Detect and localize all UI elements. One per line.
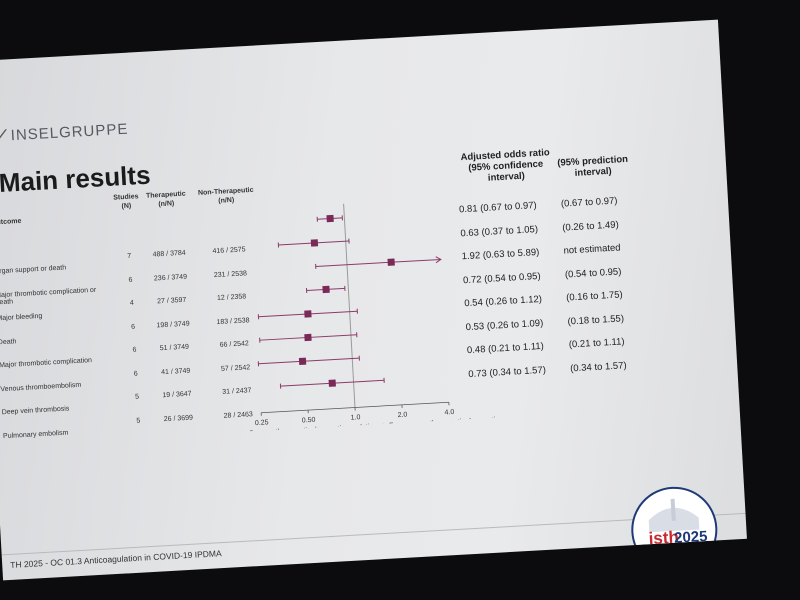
pi-value: (0.18 to 1.55) (567, 312, 625, 327)
pi-value: (0.16 to 1.75) (565, 289, 623, 304)
presentation-slide: ⟋ INSELGRUPPE Main results Outcome Studie… (0, 19, 747, 581)
therapeutic-count: 26 / 3699 (163, 414, 194, 423)
header-therapeutic: Therapeutic (n/N) (140, 189, 193, 210)
x-tick-label: 0.50 (302, 417, 316, 425)
pi-value: (0.26 to 1.49) (561, 218, 620, 234)
or-point-marker (304, 333, 312, 342)
studies-count: 6 (130, 323, 136, 331)
pi-value: (0.21 to 1.11) (568, 336, 625, 351)
badge-event: CONGRESS (661, 545, 691, 553)
or-point-marker (298, 357, 307, 366)
or-point-marker (310, 239, 319, 247)
pi-value: (0.67 to 0.97) (560, 195, 618, 210)
pi-value: (0.54 to 0.95) (564, 265, 622, 281)
badge-year: 2025 (674, 528, 708, 547)
isth-2025-badge: isth 2025 CONGRESS JUNE 21-25 ★ WASHINGT… (631, 486, 718, 573)
x-axis-label: Favours therapeutic-dose anticoagulation… (249, 415, 505, 432)
badge-dates-city: JUNE 21-25 ★ WASHINGTON, D.C. (636, 547, 717, 569)
or-point-marker (322, 285, 330, 294)
therapeutic-count: 27 / 3597 (156, 296, 187, 306)
therapeutic-count: 488 / 3784 (152, 249, 186, 259)
or-point-marker (326, 214, 334, 223)
x-tick-label: 4.0 (444, 409, 454, 417)
studies-count: 5 (136, 416, 141, 425)
outcome-label: Venous thromboembolism (0, 381, 82, 393)
outcome-label: Major bleeding (0, 312, 43, 323)
studies-count: 4 (129, 299, 134, 307)
studies-count: 6 (133, 370, 138, 378)
header-outcome: Outcome (0, 217, 22, 227)
therapeutic-count: 41 / 3749 (160, 367, 191, 376)
pi-value: not estimated (563, 242, 621, 257)
studies-count: 6 (128, 276, 133, 284)
outcome-label: Major thrombotic complication (0, 357, 93, 370)
therapeutic-count: 19 / 3647 (162, 390, 192, 400)
badge-city: WASHINGTON, D.C. (669, 547, 716, 562)
studies-count: 7 (127, 252, 132, 260)
ci-line (315, 258, 441, 267)
ci-arrow-icon (435, 256, 442, 264)
reference-line (343, 203, 356, 408)
therapeutic-count: 51 / 3749 (159, 343, 190, 353)
outcome-label: Organ support or death (0, 264, 67, 276)
logo-text: INSELGRUPPE (10, 120, 129, 145)
badge-ribbon (640, 545, 712, 568)
outcome-label: Major thrombotic complication or death (0, 286, 97, 306)
logo-mark-icon: ⟋ (0, 127, 9, 146)
outcome-label: Death (0, 337, 17, 346)
therapeutic-count: 198 / 3749 (156, 320, 190, 329)
inselgruppe-logo: ⟋ INSELGRUPPE (0, 121, 129, 145)
monument-icon (670, 498, 676, 521)
or-point-marker (387, 258, 395, 266)
results-column: 0.81 (0.67 to 0.97) (0.67 to 0.97) 0.63 (0… (0, 20, 718, 380)
x-tick-label: 2.0 (397, 412, 407, 420)
x-tick-label: 0.25 (255, 419, 269, 427)
outcome-label: Deep vein thrombosis (1, 405, 70, 417)
or-point-marker (328, 379, 336, 387)
ci-line (258, 357, 360, 365)
outcome-table: Organ support or death 7 488 / 3784 416 / 2… (0, 20, 718, 439)
header-prediction-interval: (95% prediction interval) (552, 154, 633, 180)
pi-value: (0.34 to 1.57) (569, 359, 627, 374)
outcome-label: Pulmonary embolism (2, 429, 69, 440)
therapeutic-count: 236 / 3749 (153, 273, 188, 282)
header-adjusted-or: Adjusted odds ratio (95% confidence inte… (450, 147, 562, 186)
studies-count: 6 (132, 346, 137, 354)
studies-count: 5 (134, 393, 140, 401)
badge-dates: JUNE 21-25 (636, 557, 664, 568)
or-point-marker (304, 310, 312, 318)
x-tick-label: 1.0 (351, 414, 361, 422)
